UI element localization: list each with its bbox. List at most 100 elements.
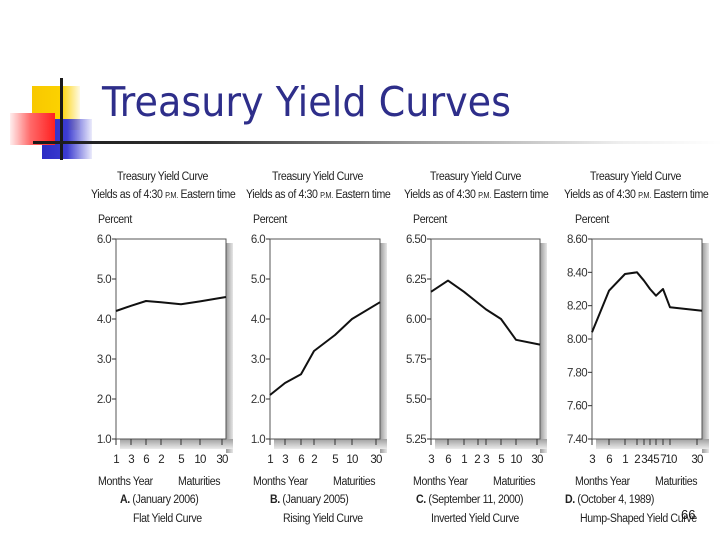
chart-subtitle: Yields as of 4:30 P.M. Eastern time (246, 189, 391, 201)
x-tick-label: 30 (370, 454, 382, 466)
x-tick-label: 5 (498, 454, 504, 466)
line-chart: 8.608.408.208.007.807.607.403 6 1 2 3 4 5 7 10 30 (567, 234, 709, 466)
logo-vertical-line (60, 78, 63, 160)
y-tick-label: 5.50 (406, 394, 426, 406)
y-tick-label: 8.20 (567, 301, 587, 313)
x-axis-label-right: Maturities (333, 476, 376, 488)
page-number: 66 (681, 507, 696, 522)
y-tick-label: 6.0 (251, 234, 265, 246)
chart-title: Treasury Yield Curve (590, 171, 682, 183)
x-tick-label: 30 (531, 454, 543, 466)
x-tick-label: 2 (158, 454, 164, 466)
x-tick-label: 6 (445, 454, 451, 466)
x-tick-label: 10 (510, 454, 522, 466)
shadow-right (702, 243, 709, 453)
yield-curve-line (591, 271, 703, 333)
chart-panel-d: Treasury Yield Curve Yields as of 4:30 P… (558, 168, 718, 538)
y-axis-label: Percent (413, 214, 447, 226)
shadow-bottom (435, 439, 547, 449)
y-tick-label: 5.25 (406, 434, 426, 446)
chart-date: A. (January 2006) (120, 494, 199, 506)
y-tick-label: 5.0 (251, 274, 265, 286)
y-tick-label: 6.25 (406, 274, 426, 286)
slide-title: Treasury Yield Curves (102, 78, 512, 126)
y-tick-label: 7.40 (567, 434, 587, 446)
shadow-right (380, 243, 387, 453)
shadow-bottom (596, 439, 709, 449)
x-axis-label-left: Months Year (98, 476, 153, 488)
y-axis-label: Percent (575, 214, 609, 226)
chart-subtitle: Yields as of 4:30 P.M. Eastern time (404, 189, 549, 201)
x-tick-label: 5 (653, 454, 659, 466)
chart-subtitle: Yields as of 4:30 P.M. Eastern time (91, 189, 236, 201)
y-tick-label: 6.0 (97, 234, 111, 246)
x-tick-label: 7 (660, 454, 666, 466)
chart-title: Treasury Yield Curve (430, 171, 522, 183)
x-tick-label: 10 (665, 454, 677, 466)
x-tick-label: 2 (311, 454, 317, 466)
chart-date: C. (September 11, 2000) (416, 494, 524, 506)
x-tick-label: 3 (428, 454, 434, 466)
shadow-right (540, 243, 547, 453)
chart-caption: Inverted Yield Curve (431, 513, 519, 525)
x-tick-label: 1 (622, 454, 628, 466)
x-tick-label: 1 (267, 454, 273, 466)
y-tick-label: 2.0 (97, 394, 111, 406)
x-tick-label: 3 (641, 454, 647, 466)
chart-panel-a: Treasury Yield Curve Yields as of 4:30 P… (85, 168, 245, 538)
x-tick-label: 10 (346, 454, 358, 466)
yield-curve-line (115, 296, 227, 312)
y-tick-label: 4.0 (97, 314, 111, 326)
yield-curve-line (430, 279, 541, 346)
chart-caption: Hump-Shaped Yield Curve (580, 513, 697, 525)
x-tick-label: 6 (606, 454, 612, 466)
line-chart: 6.506.256.005.755.505.253 6 1 2 3 5 10 30 (406, 234, 547, 466)
y-tick-label: 4.0 (251, 314, 265, 326)
shadow-bottom (274, 439, 387, 449)
y-tick-label: 3.0 (251, 354, 265, 366)
x-tick-label: 6 (143, 454, 149, 466)
line-chart: 6.0 5.0 4.0 3.0 2.0 1.01 3 6 2 5 10 30 (97, 234, 233, 466)
x-tick-label: 3 (589, 454, 595, 466)
y-tick-label: 7.60 (567, 401, 587, 413)
x-axis-label-left: Months Year (413, 476, 468, 488)
y-tick-label: 7.80 (567, 367, 587, 379)
chart-date: D. (October 4, 1989) (565, 494, 655, 506)
x-axis-label-right: Maturities (493, 476, 536, 488)
y-tick-label: 5.0 (97, 274, 111, 286)
y-tick-label: 6.50 (406, 234, 426, 246)
y-tick-label: 3.0 (97, 354, 111, 366)
x-axis-label-right: Maturities (178, 476, 221, 488)
y-tick-label: 8.00 (567, 334, 587, 346)
x-tick-label: 1 (113, 454, 119, 466)
x-tick-label: 5 (178, 454, 184, 466)
x-tick-label: 10 (194, 454, 206, 466)
x-tick-label: 2 (474, 454, 480, 466)
line-chart: 6.0 5.0 4.0 3.0 2.0 1.01 3 6 2 5 10 30 (251, 234, 387, 466)
x-tick-label: 3 (282, 454, 288, 466)
y-tick-label: 8.60 (567, 234, 587, 246)
y-tick-label: 8.40 (567, 267, 587, 279)
chart-panel-b: Treasury Yield Curve Yields as of 4:30 P… (240, 168, 400, 538)
x-tick-label: 30 (216, 454, 228, 466)
x-axis-label-left: Months Year (575, 476, 630, 488)
chart-title: Treasury Yield Curve (272, 171, 364, 183)
x-tick-label: 5 (332, 454, 338, 466)
shadow-right (226, 243, 233, 453)
y-tick-label: 1.0 (97, 434, 111, 446)
x-axis-label-left: Months Year (253, 476, 308, 488)
y-axis-label: Percent (98, 214, 132, 226)
x-axis-label-right: Maturities (655, 476, 698, 488)
logo-red-square (10, 113, 55, 145)
y-tick-label: 2.0 (251, 394, 265, 406)
x-tick-label: 3 (128, 454, 134, 466)
x-tick-label: 2 (634, 454, 640, 466)
y-tick-label: 5.75 (406, 354, 426, 366)
x-tick-label: 4 (647, 454, 654, 466)
x-tick-label: 3 (483, 454, 489, 466)
shadow-bottom (120, 439, 233, 449)
chart-caption: Rising Yield Curve (283, 513, 363, 525)
x-tick-label: 6 (298, 454, 304, 466)
yield-curve-line (269, 301, 381, 396)
chart-panel-c: Treasury Yield Curve Yields as of 4:30 P… (398, 168, 558, 538)
